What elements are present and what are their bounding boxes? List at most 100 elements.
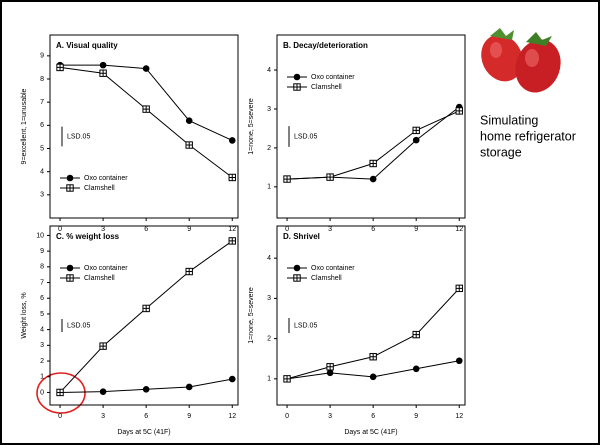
legend-label: Clamshell [311,84,342,91]
y-axis-label: 9=excellent, 1=unusable [21,88,28,164]
marker [143,65,150,72]
marker [100,388,107,395]
x-tick-label: 9 [414,226,418,233]
y-tick-label: 4 [40,326,44,333]
x-tick-label: 3 [328,413,332,420]
marker [294,74,301,81]
marker [284,176,290,182]
y-tick-label: 8 [40,264,44,271]
marker [413,137,420,144]
marker [229,376,236,383]
legend-label: Oxo container [84,265,128,272]
x-tick-label: 0 [58,413,62,420]
y-tick-label: 9 [40,248,44,255]
y-tick-label: 4 [40,169,44,176]
y-tick-label: 1 [267,376,271,383]
x-tick-label: 12 [228,413,236,420]
marker [456,357,463,364]
marker [186,142,192,148]
marker [67,175,74,182]
marker [186,117,193,124]
panel-title: C. % weight loss [56,232,120,241]
legend-label: Oxo container [84,175,128,182]
x-tick-label: 12 [455,413,463,420]
lsd-label: LSD.05 [67,322,90,329]
caption-line: storage [480,145,522,159]
x-tick-label: 9 [187,226,191,233]
x-tick-label: 12 [455,226,463,233]
marker [370,374,377,381]
x-axis-label: Days at 5C (41F) [117,429,170,436]
marker [327,174,333,180]
marker [143,106,149,112]
x-tick-label: 3 [101,413,105,420]
y-axis-label: 1=none, 5=severe [248,287,255,344]
y-tick-label: 7 [40,279,44,286]
y-tick-label: 0 [40,389,44,396]
y-axis-label: 1=none, 5=severe [248,98,255,155]
marker [229,174,235,180]
marker [57,389,63,395]
y-tick-label: 7 [40,99,44,106]
marker [456,285,462,291]
x-tick-label: 12 [228,226,236,233]
x-tick-label: 6 [144,226,148,233]
y-tick-label: 2 [40,358,44,365]
legend-label: Oxo container [311,74,355,81]
lsd-label: LSD.05 [67,133,90,140]
y-tick-label: 5 [40,145,44,152]
y-tick-label: 6 [40,122,44,129]
y-tick-label: 1 [40,374,44,381]
y-tick-label: 1 [267,184,271,191]
y-tick-label: 3 [267,106,271,113]
marker [229,238,235,244]
y-tick-label: 9 [40,53,44,60]
marker [57,64,63,70]
panel-title: D. Shrivel [283,232,320,241]
marker [294,265,301,272]
lsd-label: LSD.05 [294,322,317,329]
x-tick-label: 3 [328,226,332,233]
legend-label: Clamshell [311,275,342,282]
lsd-label: LSD.05 [294,133,317,140]
y-tick-label: 3 [40,342,44,349]
marker [456,108,462,114]
y-tick-label: 6 [40,295,44,302]
marker [186,384,193,391]
marker [100,70,106,76]
marker [294,84,300,90]
marker [370,160,376,166]
x-tick-label: 9 [187,413,191,420]
marker [143,305,149,311]
y-tick-label: 3 [267,295,271,302]
x-tick-label: 0 [285,413,289,420]
caption-line: home refrigerator [480,129,576,143]
x-axis-label: Days at 5C (41F) [344,429,397,436]
panel-title: B. Decay/deterioration [283,41,368,50]
x-tick-label: 6 [144,413,148,420]
y-tick-label: 4 [267,255,271,262]
marker [67,185,73,191]
marker [186,268,192,274]
legend-label: Clamshell [84,185,115,192]
marker [143,386,150,393]
y-tick-label: 10 [36,232,44,239]
marker [413,365,420,372]
marker [67,265,74,272]
figure: Simulating home refrigerator storage A. … [0,0,600,445]
marker [413,331,419,337]
y-tick-label: 5 [40,311,44,318]
marker [327,370,334,377]
marker [100,343,106,349]
marker [370,354,376,360]
x-tick-label: 6 [371,226,375,233]
marker [413,127,419,133]
y-axis-label: Weight loss, % [21,292,28,338]
marker [100,62,107,69]
y-tick-label: 8 [40,76,44,83]
marker [327,364,333,370]
marker [284,376,290,382]
x-tick-label: 9 [414,413,418,420]
y-tick-label: 3 [40,192,44,199]
y-tick-label: 2 [267,335,271,342]
